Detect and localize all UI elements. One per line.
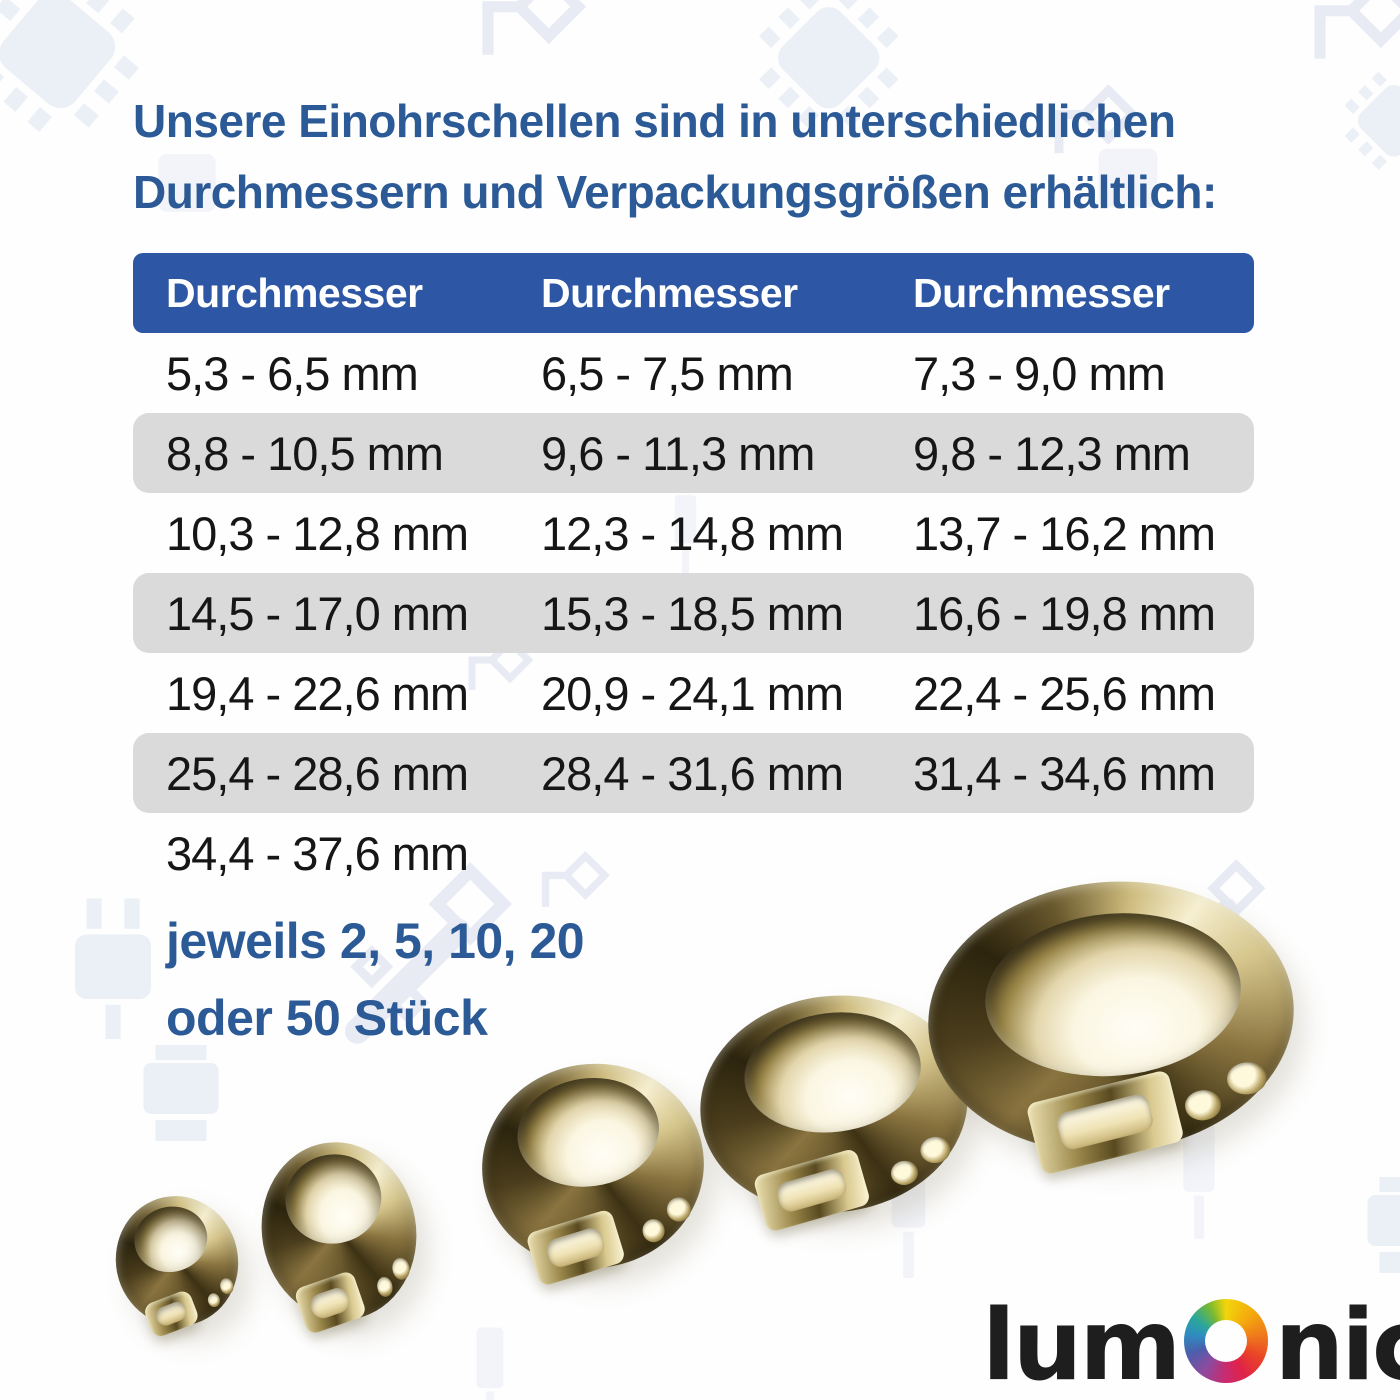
clamp-ear-slot	[775, 1166, 850, 1215]
diameter-table: Durchmesser Durchmesser Durchmesser 5,3 - 6…	[133, 253, 1254, 893]
size-cell: 7,3 - 9,0 mm	[913, 346, 1166, 400]
size-cell: 16,6 - 19,8 mm	[913, 586, 1216, 640]
column-header: Durchmesser	[541, 269, 798, 316]
color-wheel-ring-icon	[1184, 1299, 1269, 1383]
size-cell: 25,4 - 28,6 mm	[166, 746, 469, 800]
hose-clamp-2	[247, 1129, 431, 1335]
size-cell: 19,4 - 22,6 mm	[166, 666, 469, 720]
packaging-line1: jeweils 2, 5, 10, 20	[166, 913, 585, 969]
page-title-line1: Unsere Einohrschellen sind in unterschie…	[133, 95, 1176, 147]
table-header-row: Durchmesser Durchmesser Durchmesser	[133, 253, 1254, 333]
packaging-line2: oder 50 Stück	[166, 990, 488, 1046]
table-row: 19,4 - 22,6 mm 20,9 - 24,1 mm 22,4 - 25,6 …	[133, 653, 1254, 733]
size-cell: 34,4 - 37,6 mm	[166, 826, 469, 880]
size-cell: 14,5 - 17,0 mm	[166, 586, 469, 640]
size-cell: 9,8 - 12,3 mm	[913, 426, 1191, 480]
size-cell: 20,9 - 24,1 mm	[541, 666, 844, 720]
size-cell: 12,3 - 14,8 mm	[541, 506, 844, 560]
size-cell: 9,6 - 11,3 mm	[541, 426, 815, 480]
page-title-line2: Durchmessern und Verpackungsgrößen erhäl…	[133, 166, 1217, 218]
table-row: 14,5 - 17,0 mm 15,3 - 18,5 mm 16,6 - 19,8 …	[133, 573, 1254, 653]
size-cell: 8,8 - 10,5 mm	[166, 426, 444, 480]
table-row: 5,3 - 6,5 mm 6,5 - 7,5 mm 7,3 - 9,0 mm	[133, 333, 1254, 413]
clamp-ear-slot	[1055, 1092, 1156, 1152]
clamp-ear-slot	[543, 1225, 607, 1270]
clamp-ear-slot	[306, 1284, 353, 1321]
size-cell: 31,4 - 34,6 mm	[913, 746, 1216, 800]
table-row: 8,8 - 10,5 mm 9,6 - 11,3 mm 9,8 - 12,3 mm	[133, 413, 1254, 493]
packaging-note: jeweils 2, 5, 10, 20 oder 50 Stück	[166, 903, 585, 1057]
column-header: Durchmesser	[913, 269, 1170, 316]
size-cell: 6,5 - 7,5 mm	[541, 346, 794, 400]
size-cell: 5,3 - 6,5 mm	[166, 346, 419, 400]
size-cell: 22,4 - 25,6 mm	[913, 666, 1216, 720]
hose-clamp-3	[468, 1049, 718, 1288]
column-header: Durchmesser	[166, 269, 423, 316]
size-cell: 15,3 - 18,5 mm	[541, 586, 844, 640]
lumonic-logo: lum nic	[982, 1272, 1400, 1400]
size-cell: 13,7 - 16,2 mm	[913, 506, 1216, 560]
page-title: Unsere Einohrschellen sind in unterschie…	[133, 86, 1313, 228]
logo-text-suffix: nic	[1274, 1288, 1400, 1400]
table-row: 10,3 - 12,8 mm 12,3 - 14,8 mm 13,7 - 16,2 …	[133, 493, 1254, 573]
table-row: 34,4 - 37,6 mm	[133, 813, 1254, 893]
size-cell: 10,3 - 12,8 mm	[166, 506, 469, 560]
table-row: 25,4 - 28,6 mm 28,4 - 31,6 mm 31,4 - 34,6 …	[133, 733, 1254, 813]
logo-text-prefix: lum	[982, 1288, 1181, 1400]
size-cell: 28,4 - 31,6 mm	[541, 746, 844, 800]
clamp-ear-slot	[152, 1299, 189, 1328]
chip-icon	[1305, 36, 1400, 209]
hose-clamp-1	[103, 1184, 251, 1339]
hose-clamp-5	[916, 866, 1306, 1175]
